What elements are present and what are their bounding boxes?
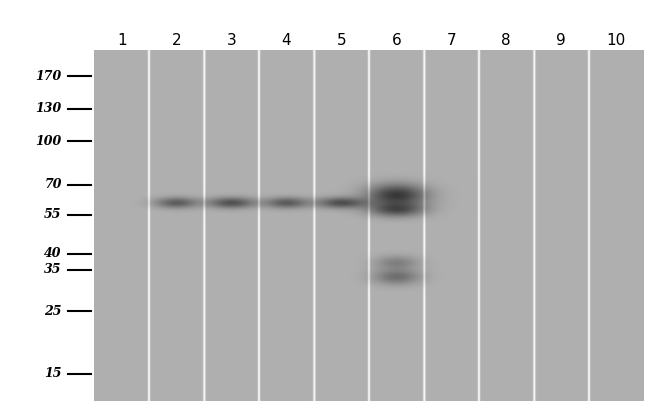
Text: 55: 55	[44, 208, 62, 221]
Text: 130: 130	[36, 102, 62, 115]
Text: 4: 4	[281, 33, 291, 48]
Text: 5: 5	[337, 33, 346, 48]
Text: 6: 6	[391, 33, 401, 48]
Text: 15: 15	[44, 367, 62, 380]
Text: 170: 170	[36, 69, 62, 83]
Text: 7: 7	[447, 33, 456, 48]
Text: 100: 100	[36, 135, 62, 148]
Text: 10: 10	[606, 33, 626, 48]
Text: 2: 2	[172, 33, 181, 48]
Text: 70: 70	[44, 178, 62, 191]
Text: 1: 1	[117, 33, 127, 48]
Text: 40: 40	[44, 247, 62, 260]
Text: 9: 9	[556, 33, 566, 48]
Text: 25: 25	[44, 305, 62, 318]
Text: 3: 3	[227, 33, 237, 48]
Text: 8: 8	[501, 33, 511, 48]
Text: 35: 35	[44, 263, 62, 276]
